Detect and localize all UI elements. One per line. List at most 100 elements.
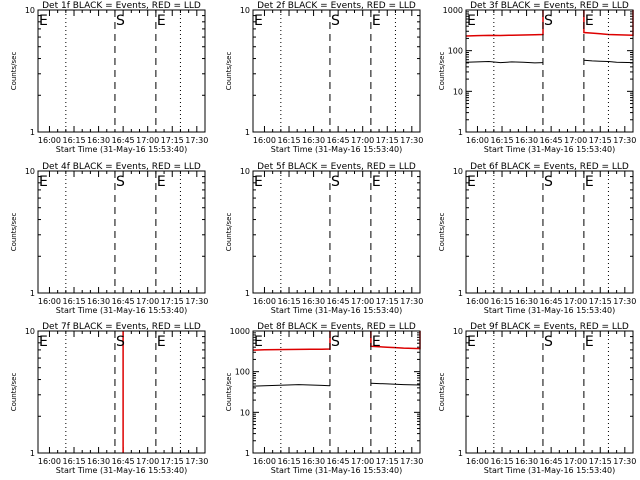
x-tick-label: 17:30 [613,297,636,306]
panel-title: Det 5f BLACK = Events, RED = LLD [257,162,416,172]
x-tick-label: 16:30 [302,297,325,306]
x-tick-label: 17:15 [589,136,612,145]
y-tick-label: 1 [245,449,250,458]
time-marker-label: E [254,174,263,190]
x-tick-label: 17:30 [400,297,423,306]
y-tick-label: 1 [245,128,250,137]
detector-panel: Det 4f BLACK = Events, RED = LLD Counts/s… [10,162,208,315]
x-tick-label: 16:15 [277,457,300,466]
time-marker-label: E [157,334,166,350]
x-axis-label: Start Time (31-May-16 15:53:40) [56,466,187,475]
x-tick-label: 17:15 [589,457,612,466]
x-tick-label: 16:30 [515,457,538,466]
detector-panel: Det 2f BLACK = Events, RED = LLD Counts/s… [225,1,423,154]
x-tick-label: 17:15 [376,297,399,306]
x-tick-label: 17:00 [564,457,587,466]
x-tick-label: 17:00 [564,136,587,145]
y-tick-label: 1000 [443,6,463,15]
y-axis-label: Counts/sec [225,52,233,91]
time-marker-label: S [544,174,553,190]
x-tick-label: 17:30 [185,457,208,466]
time-marker-label: E [467,174,476,190]
time-marker-label: S [331,334,340,350]
time-marker-label: S [116,334,125,350]
x-tick-label: 16:30 [87,297,110,306]
x-tick-label: 17:15 [161,297,184,306]
x-tick-label: 17:15 [161,457,184,466]
x-axis-label: Start Time (31-May-16 15:53:40) [271,466,402,475]
detector-panel: Det 8f BLACK = Events, RED = LLD Counts/s… [225,322,423,475]
x-tick-label: 17:00 [564,297,587,306]
time-marker-label: E [372,174,381,190]
time-marker-label: E [39,174,48,190]
x-tick-label: 17:00 [351,457,374,466]
x-tick-label: 17:00 [136,457,159,466]
panel-title: Det 8f BLACK = Events, RED = LLD [257,322,416,332]
x-tick-label: 17:15 [589,297,612,306]
x-tick-label: 16:00 [253,457,276,466]
plot-frame [252,330,421,454]
time-marker-label: E [254,13,263,29]
detector-panel: Det 3f BLACK = Events, RED = LLD Counts/s… [438,1,636,154]
panel-title: Det 4f BLACK = Events, RED = LLD [42,162,201,172]
plot-frame [37,9,206,133]
x-tick-label: 17:30 [185,136,208,145]
y-tick-label: 1 [458,449,463,458]
x-tick-label: 16:15 [62,297,85,306]
x-tick-label: 16:00 [38,297,61,306]
plot-frame [465,9,634,133]
y-tick-label: 10 [453,87,463,96]
panel-title: Det 9f BLACK = Events, RED = LLD [470,322,629,332]
events-series-line [465,60,544,64]
x-axis-label: Start Time (31-May-16 15:53:40) [56,145,187,154]
x-tick-label: 17:30 [613,136,636,145]
y-tick-label: 10 [25,327,35,336]
time-marker-label: E [157,13,166,29]
y-axis-label: Counts/sec [438,52,446,91]
time-marker-label: E [372,334,381,350]
detector-panel: Det 5f BLACK = Events, RED = LLD Counts/s… [225,162,423,315]
panel-title: Det 6f BLACK = Events, RED = LLD [470,162,629,172]
y-tick-label: 1 [458,289,463,298]
lld-series-line [370,331,421,350]
time-marker-label: E [39,13,48,29]
x-tick-label: 17:00 [351,297,374,306]
x-tick-label: 16:15 [490,136,513,145]
time-marker-label: E [585,13,594,29]
y-tick-label: 10 [25,6,35,15]
x-tick-label: 16:00 [253,297,276,306]
plot-frame [252,170,421,294]
x-tick-label: 16:30 [87,457,110,466]
y-tick-label: 100 [235,368,250,377]
time-marker-label: E [467,13,476,29]
y-axis-label: Counts/sec [225,373,233,412]
time-marker-label: S [331,174,340,190]
y-tick-label: 1 [30,449,35,458]
x-axis-label: Start Time (31-May-16 15:53:40) [271,306,402,315]
y-tick-label: 10 [240,408,250,417]
x-tick-label: 17:30 [400,136,423,145]
x-tick-label: 16:30 [87,136,110,145]
x-tick-label: 16:45 [112,297,135,306]
plot-frame [37,330,206,454]
lld-series-line [583,10,634,36]
time-marker-label: S [116,13,125,29]
detector-panel: Det 6f BLACK = Events, RED = LLD Counts/s… [438,162,636,315]
x-tick-label: 17:15 [161,136,184,145]
x-tick-label: 16:45 [112,136,135,145]
x-tick-label: 16:30 [302,457,325,466]
y-tick-label: 10 [453,327,463,336]
x-tick-label: 16:00 [253,136,276,145]
x-tick-label: 16:00 [466,297,489,306]
plot-frame [465,330,634,454]
x-tick-label: 16:45 [540,297,563,306]
y-tick-label: 10 [240,167,250,176]
x-tick-label: 16:00 [466,457,489,466]
y-axis-label: Counts/sec [225,213,233,252]
lld-series-line [465,10,544,37]
x-tick-label: 16:00 [466,136,489,145]
x-tick-label: 17:30 [400,457,423,466]
y-tick-label: 100 [448,47,463,56]
y-axis-label: Counts/sec [438,213,446,252]
